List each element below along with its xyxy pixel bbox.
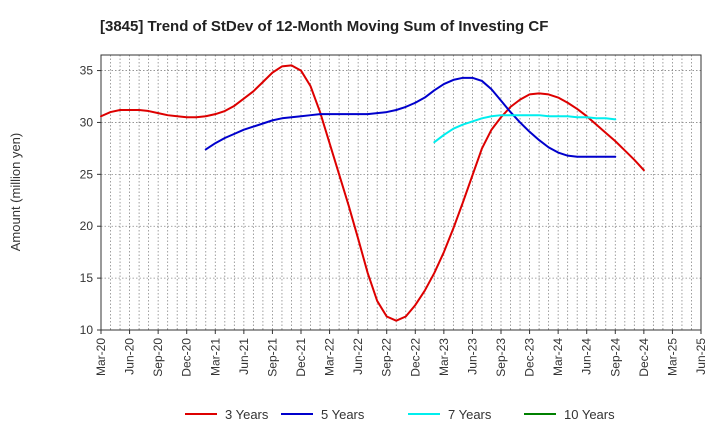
- x-tick-label: Dec-21: [294, 338, 308, 377]
- x-tick-label: Jun-22: [351, 338, 365, 375]
- x-tick-label: Jun-21: [237, 338, 251, 375]
- x-tick-label: Sep-22: [380, 338, 394, 377]
- x-tick-label: Mar-25: [665, 338, 679, 376]
- x-tick-label: Sep-20: [151, 338, 165, 377]
- series-line-7-years: [433, 114, 617, 144]
- x-tick-label: Mar-23: [437, 338, 451, 376]
- x-tick-label: Jun-20: [123, 338, 137, 375]
- x-tick-label: Sep-23: [494, 338, 508, 377]
- x-tick-label: Dec-23: [523, 338, 537, 377]
- x-tick-label: Jun-23: [465, 338, 479, 375]
- x-tick-label: Dec-24: [637, 338, 651, 377]
- y-tick-label: 20: [80, 219, 94, 233]
- series-line-3-years: [100, 64, 645, 322]
- y-axis-ticks: 10 15 20 25 30 35: [80, 64, 101, 337]
- y-tick-label: 25: [80, 167, 94, 181]
- series-lines: [100, 64, 645, 322]
- x-axis-ticks: Mar-20 Jun-20 Sep-20 Dec-20 Mar-21 Jun-21 Sep-…: [94, 330, 708, 377]
- legend: 3 Years 5 Years 7 Years 10 Years: [185, 407, 615, 422]
- y-tick-label: 30: [80, 115, 94, 129]
- y-tick-label: 10: [80, 323, 94, 337]
- series-line-5-years: [204, 76, 617, 158]
- x-tick-label: Mar-20: [94, 338, 108, 376]
- legend-label: 3 Years: [225, 407, 269, 422]
- y-tick-label: 35: [80, 64, 94, 78]
- x-tick-label: Mar-22: [323, 338, 337, 376]
- x-tick-label: Sep-21: [265, 338, 279, 377]
- legend-label: 7 Years: [448, 407, 492, 422]
- x-tick-label: Jun-24: [580, 338, 594, 375]
- chart-title: [3845] Trend of StDev of 12-Month Moving…: [100, 18, 548, 35]
- y-tick-label: 15: [80, 271, 94, 285]
- x-tick-label: Sep-24: [608, 338, 622, 377]
- y-axis-label: Amount (million yen): [8, 133, 23, 252]
- grid-lines: [101, 55, 701, 330]
- x-tick-label: Dec-20: [180, 338, 194, 377]
- x-tick-label: Jun-25: [694, 338, 708, 375]
- plot-area-frame: [100, 54, 702, 331]
- x-tick-label: Dec-22: [408, 338, 422, 377]
- x-tick-label: Mar-24: [551, 338, 565, 376]
- legend-label: 10 Years: [564, 407, 615, 422]
- x-tick-label: Mar-21: [208, 338, 222, 376]
- legend-label: 5 Years: [321, 407, 365, 422]
